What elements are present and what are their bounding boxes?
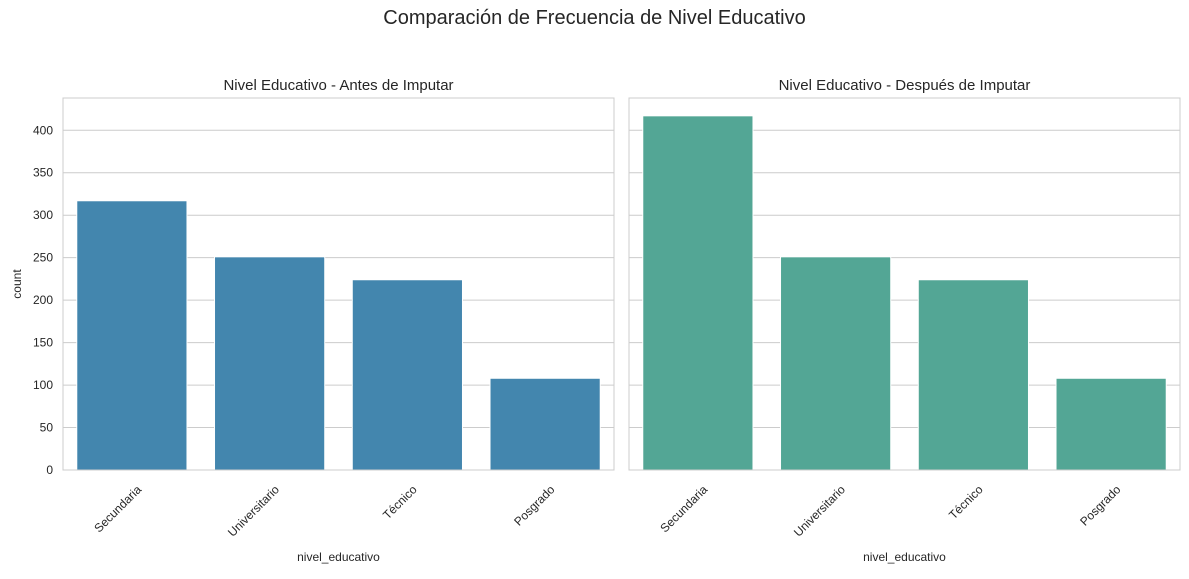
- panel-before: 0 50 100 150 200 250 300 350 400 Secundaria Univer…: [10, 77, 615, 564]
- bar-secundaria: [76, 200, 188, 471]
- x-tick-label: Técnico: [946, 482, 986, 522]
- x-axis-label: nivel_educativo: [863, 550, 946, 564]
- y-tick-label: 200: [33, 293, 53, 307]
- bar-tecnico: [917, 279, 1029, 471]
- panel-title: Nivel Educativo - Antes de Imputar: [223, 77, 453, 94]
- bar-universitario: [214, 256, 326, 471]
- x-tick-label: Secundaria: [91, 482, 144, 535]
- x-tick-label: Posgrado: [511, 482, 557, 528]
- y-axis-label: count: [10, 269, 24, 299]
- bar-posgrado: [489, 377, 601, 471]
- y-tick-label: 350: [33, 166, 53, 180]
- y-tick-label: 150: [33, 336, 53, 350]
- y-tick-label: 100: [33, 378, 53, 392]
- x-tick-label: Universitario: [791, 482, 848, 539]
- y-tick-label: 250: [33, 251, 53, 265]
- axes-frame: [62, 97, 615, 471]
- y-tick-label: 400: [33, 123, 53, 137]
- x-axis-label: nivel_educativo: [297, 550, 380, 564]
- bar-posgrado: [1055, 377, 1167, 471]
- x-tick-label: Técnico: [380, 482, 420, 522]
- bar-universitario: [780, 256, 892, 471]
- y-tick-label: 300: [33, 208, 53, 222]
- figure-title: Comparación de Frecuencia de Nivel Educa…: [383, 7, 805, 29]
- bar-tecnico: [351, 279, 463, 471]
- y-tick-label: 50: [40, 421, 54, 435]
- panel-after: Secundaria Universitario Técnico Posgrado Ni…: [628, 77, 1181, 564]
- x-tick-label: Posgrado: [1077, 482, 1123, 528]
- y-tick-label: 0: [46, 463, 53, 477]
- x-tick-label: Universitario: [225, 482, 282, 539]
- axes-frame: [628, 97, 1181, 471]
- bar-secundaria: [642, 115, 754, 471]
- panel-title: Nivel Educativo - Después de Imputar: [779, 77, 1031, 94]
- x-tick-label: Secundaria: [657, 482, 710, 535]
